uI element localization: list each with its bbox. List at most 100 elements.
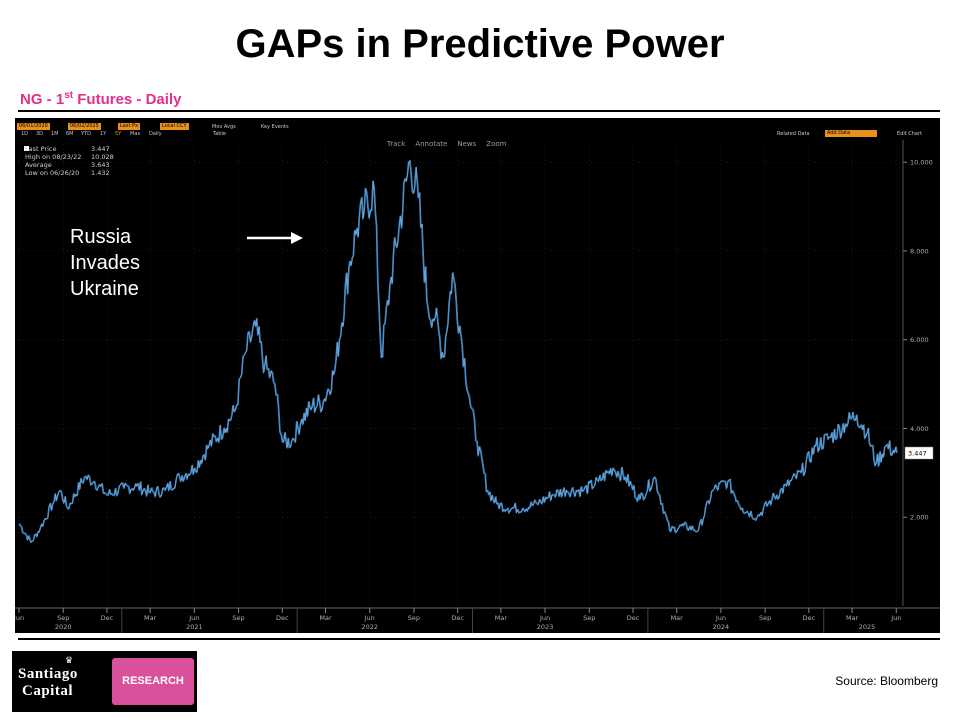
data-point bbox=[442, 356, 444, 358]
annotate-tool[interactable]: Annotate bbox=[415, 140, 448, 148]
date-to-field[interactable]: 06/02/2025 bbox=[68, 123, 101, 130]
data-point bbox=[521, 507, 523, 509]
data-point bbox=[434, 316, 436, 318]
data-point bbox=[66, 507, 68, 509]
table-button[interactable]: Table bbox=[213, 131, 226, 137]
data-point bbox=[417, 196, 419, 198]
x-tick-label: Jun bbox=[539, 614, 550, 622]
x-tick-label: Jun bbox=[15, 614, 24, 622]
last-value-label: 3.447 bbox=[908, 450, 927, 458]
data-point bbox=[123, 487, 125, 489]
data-point bbox=[59, 489, 61, 491]
data-point bbox=[565, 489, 567, 491]
chart-panel: 2.000 4.000 6.000 8.000 10.000 3.447 Jun Sep Dec… bbox=[15, 118, 940, 633]
range-button-max[interactable]: Max bbox=[130, 131, 141, 137]
data-point bbox=[30, 541, 32, 543]
currency-select[interactable]: Local CCY bbox=[160, 123, 189, 130]
data-point bbox=[208, 445, 210, 447]
price-series-line bbox=[18, 160, 898, 544]
data-point bbox=[93, 481, 95, 483]
add-data-field[interactable]: Add Data bbox=[825, 130, 877, 137]
data-point bbox=[829, 436, 831, 438]
data-point bbox=[83, 476, 85, 478]
data-point bbox=[855, 414, 857, 416]
zoom-tool[interactable]: Zoom bbox=[486, 140, 507, 148]
legend-high: High on 08/23/22 10.028 bbox=[25, 153, 114, 161]
data-point bbox=[106, 494, 108, 496]
data-point bbox=[356, 228, 358, 230]
data-point bbox=[263, 365, 265, 367]
data-point bbox=[164, 489, 166, 491]
x-tick-label: Jun bbox=[364, 614, 375, 622]
range-button-1d[interactable]: 1D bbox=[21, 131, 29, 137]
legend-checkbox-icon bbox=[24, 146, 29, 151]
bottom-divider bbox=[18, 638, 940, 640]
data-point bbox=[290, 441, 292, 443]
top-divider bbox=[18, 110, 940, 112]
x-tick-label: Mar bbox=[495, 614, 508, 622]
data-point bbox=[222, 427, 224, 429]
data-point bbox=[178, 476, 180, 478]
range-button-3d[interactable]: 3D bbox=[36, 131, 44, 137]
data-point bbox=[495, 503, 497, 505]
legend-low: Low on 06/26/20 1.432 bbox=[25, 169, 110, 177]
range-button-6m[interactable]: 6M bbox=[66, 131, 74, 137]
news-tool[interactable]: News bbox=[457, 140, 477, 148]
x-tick-label: Dec bbox=[101, 614, 114, 622]
range-button-5y[interactable]: 5Y bbox=[115, 131, 122, 137]
range-button-1m[interactable]: 1M bbox=[51, 131, 59, 137]
x-tick-label: Jun bbox=[188, 614, 199, 622]
data-point bbox=[844, 423, 846, 425]
price-series-highlight bbox=[19, 159, 898, 543]
data-point bbox=[476, 441, 478, 443]
data-point bbox=[875, 463, 877, 465]
data-point bbox=[800, 472, 802, 474]
x-year-label: 2025 bbox=[859, 623, 876, 631]
data-point bbox=[254, 325, 256, 327]
data-point bbox=[506, 507, 508, 509]
date-from-field[interactable]: 06/01/2020 bbox=[17, 123, 50, 130]
x-tick-label: Sep bbox=[759, 614, 771, 622]
edit-chart-button[interactable]: Edit Chart bbox=[897, 131, 923, 137]
data-point bbox=[39, 527, 41, 529]
data-point bbox=[697, 529, 699, 531]
logo-wordmark: Santiago Capital bbox=[18, 666, 78, 699]
x-tick-label: Sep bbox=[583, 614, 595, 622]
data-point bbox=[624, 476, 626, 478]
x-tick-label: Dec bbox=[627, 614, 640, 622]
last-value-box bbox=[904, 446, 934, 460]
data-point bbox=[390, 276, 392, 278]
range-button-1y[interactable]: 1Y bbox=[100, 131, 107, 137]
data-point bbox=[468, 396, 470, 398]
data-point bbox=[333, 370, 335, 372]
x-tick-label: Mar bbox=[319, 614, 332, 622]
data-point bbox=[551, 494, 553, 496]
data-point bbox=[408, 160, 410, 162]
related-data-button[interactable]: Related Data bbox=[777, 131, 810, 137]
x-tick-label: Jun bbox=[715, 614, 726, 622]
mov-avgs-toggle[interactable]: Mov Avgs bbox=[212, 124, 236, 130]
data-point bbox=[300, 418, 302, 420]
data-point bbox=[281, 441, 283, 443]
x-tick-label: Dec bbox=[451, 614, 464, 622]
key-events-toggle[interactable]: Key Events bbox=[261, 124, 289, 130]
data-point bbox=[866, 432, 868, 434]
legend-average: Average 3.643 bbox=[25, 161, 110, 169]
range-button-ytd[interactable]: YTD bbox=[81, 131, 91, 137]
x-year-label: 2024 bbox=[713, 623, 730, 631]
data-point bbox=[612, 467, 614, 469]
y-tick-label: 8.000 bbox=[910, 247, 929, 255]
x-tick-label: Dec bbox=[803, 614, 816, 622]
data-point bbox=[311, 405, 313, 407]
track-tool[interactable]: Track bbox=[387, 140, 406, 148]
data-point bbox=[885, 445, 887, 447]
data-point bbox=[896, 452, 898, 454]
field-select[interactable]: Last Px bbox=[118, 123, 140, 130]
y-tick-label: 2.000 bbox=[910, 514, 929, 522]
x-tick-label: Sep bbox=[232, 614, 244, 622]
y-tick-label: 4.000 bbox=[910, 425, 929, 433]
price-chart[interactable]: 2.000 4.000 6.000 8.000 10.000 3.447 Jun Sep Dec… bbox=[15, 118, 940, 633]
range-button-daily[interactable]: Daily bbox=[149, 131, 162, 137]
legend-last-price: Last Price 3.447 bbox=[25, 145, 110, 153]
data-point bbox=[756, 516, 758, 518]
